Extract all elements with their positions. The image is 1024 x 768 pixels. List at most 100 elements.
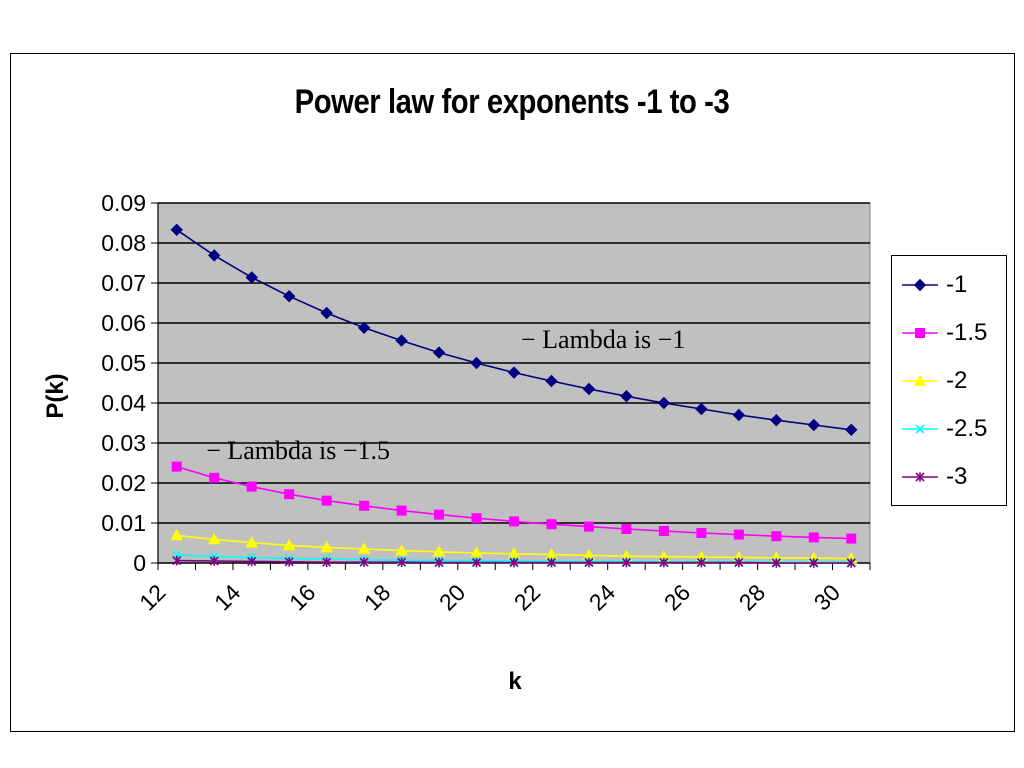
data-point: [734, 557, 744, 568]
data-point: [432, 346, 446, 359]
data-point: [208, 249, 221, 262]
data-point: [357, 542, 371, 554]
data-point: [245, 271, 258, 284]
legend-marker: [915, 472, 925, 482]
x-tick-label: 30: [809, 579, 845, 615]
data-point: [695, 402, 708, 416]
data-point: [807, 418, 820, 432]
data-point: [395, 544, 408, 556]
data-point: [658, 526, 669, 536]
x-axis-label: k: [508, 668, 522, 695]
legend-label: -3: [946, 463, 968, 490]
y-tick-label: 0.01: [101, 510, 146, 536]
data-point: [732, 408, 746, 422]
data-point: [584, 557, 594, 568]
data-point: [733, 529, 744, 540]
data-point: [284, 489, 295, 500]
data-point: [397, 557, 407, 567]
data-point: [846, 558, 856, 568]
legend-label: -2: [946, 367, 968, 394]
legend-marker: [913, 278, 927, 292]
data-point: [321, 495, 332, 506]
series--1: [170, 223, 858, 437]
legend-item: -1: [900, 270, 967, 300]
y-tick-label: 0.09: [101, 190, 146, 216]
data-point: [621, 524, 632, 534]
y-axis-label: P(k): [42, 373, 69, 419]
legend-label: -1: [946, 271, 968, 298]
legend-swatch: [902, 374, 938, 386]
data-point: [170, 223, 183, 237]
y-tick-label: 0.08: [101, 230, 146, 256]
data-point: [509, 557, 519, 568]
data-point: [507, 366, 521, 379]
plot-background: [157, 202, 871, 564]
data-point: [471, 513, 482, 524]
data-point: [545, 374, 558, 388]
data-point: [434, 509, 445, 520]
legend-swatch: [902, 424, 938, 434]
x-tick-label: 16: [284, 579, 320, 615]
chart-annotation: − Lambda is −1.5: [206, 435, 391, 465]
legend: -1 -1.5 -2 -2.5 -3: [891, 255, 1007, 506]
data-point: [434, 557, 444, 568]
y-tick-label: 0.02: [101, 470, 146, 496]
data-point: [620, 389, 633, 403]
x-tick-label: 20: [434, 579, 470, 615]
y-tick-label: 0.03: [101, 430, 146, 456]
legend-marker: [915, 328, 925, 338]
legend-marker: [915, 424, 925, 434]
legend-swatch: [902, 328, 938, 338]
data-point: [770, 413, 783, 427]
data-point: [207, 532, 221, 545]
chart-title: Power law for exponents -1 to -3: [294, 83, 730, 121]
data-point: [583, 521, 594, 532]
data-point: [284, 557, 294, 567]
series--2: [170, 528, 858, 564]
series--1.5: [171, 461, 857, 544]
x-tick-label: 14: [209, 579, 246, 616]
data-point: [171, 461, 182, 472]
data-point: [432, 545, 446, 557]
x-tick-label: 28: [734, 579, 770, 615]
data-point: [320, 306, 333, 320]
data-point: [471, 557, 482, 568]
data-point: [771, 531, 782, 542]
data-point: [846, 533, 857, 544]
series--3: [172, 555, 856, 568]
data-point: [470, 546, 483, 558]
legend-item: -1.5: [900, 318, 987, 348]
data-point: [172, 555, 182, 566]
data-point: [209, 472, 220, 483]
x-tick-label: 24: [584, 579, 621, 616]
data-point: [659, 557, 669, 568]
data-point: [320, 540, 333, 553]
data-point: [509, 516, 519, 527]
x-tick-label: 22: [509, 579, 545, 615]
y-tick-label: 0.06: [101, 310, 146, 336]
data-point: [582, 382, 596, 396]
data-point: [246, 481, 257, 492]
data-point: [470, 356, 483, 370]
data-point: [357, 321, 371, 335]
x-tick-label: 18: [359, 579, 395, 615]
data-point: [657, 396, 671, 410]
data-point: [845, 423, 858, 437]
legend-item: -3: [900, 462, 967, 492]
legend-item: -2.5: [900, 414, 987, 444]
data-point: [396, 505, 407, 516]
data-point: [245, 536, 259, 548]
data-point: [395, 334, 408, 347]
data-point: [808, 532, 819, 543]
data-point: [359, 500, 370, 511]
data-point: [282, 538, 296, 551]
y-tick-label: 0.04: [101, 390, 146, 416]
y-tick-label: 0: [133, 550, 146, 576]
legend-marker: [913, 374, 927, 386]
data-point: [282, 289, 296, 303]
legend-item: -2: [900, 366, 967, 396]
legend-swatch: [902, 472, 938, 482]
data-point: [696, 557, 706, 568]
x-tick-label: 26: [659, 579, 695, 615]
